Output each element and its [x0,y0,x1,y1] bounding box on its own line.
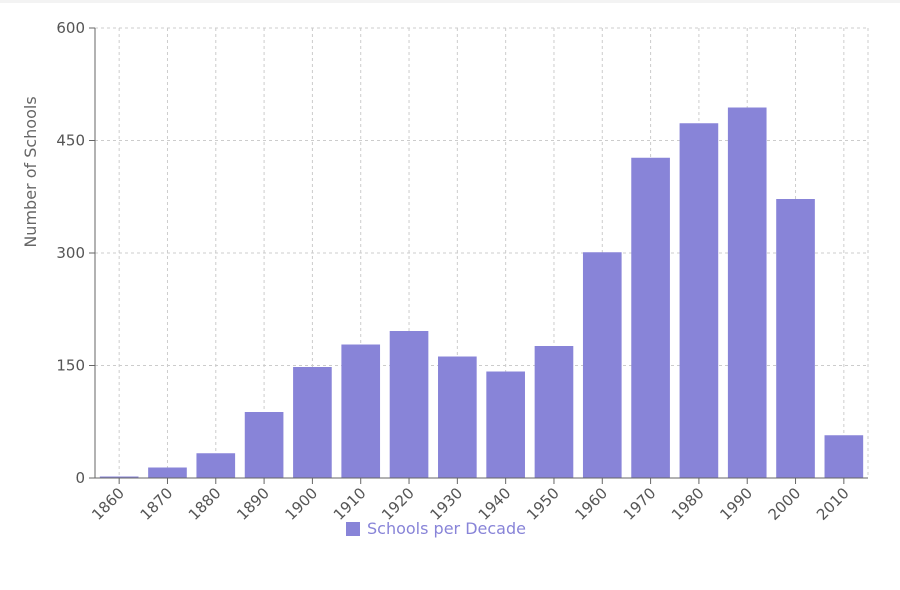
x-tick-label: 1920 [378,484,418,524]
x-tick-label: 1910 [330,484,370,524]
y-tick-label: 150 [56,357,85,375]
bar-1910[interactable] [341,344,381,479]
x-tick-label: 1930 [426,484,466,524]
x-axis-ticks: 1860 1870 1880 1890 1900 1910 1920 1930 1940 1950… [88,478,853,524]
bar-1890[interactable] [244,412,284,478]
bar-1960[interactable] [582,252,622,478]
x-tick-label: 1890 [233,484,273,524]
y-axis-ticks: 0 150 300 450 600 [56,19,95,487]
bars [99,107,864,479]
bar-1870[interactable] [148,467,187,479]
y-tick-label: 450 [56,132,85,150]
x-tick-label: 1900 [282,484,322,524]
y-tick-label: 300 [56,244,85,262]
bar-1920[interactable] [389,331,429,478]
x-tick-label: 1960 [571,484,611,524]
x-tick-label: 1940 [475,484,515,524]
bar-1900[interactable] [293,367,332,478]
x-tick-label: 2000 [765,484,805,524]
y-axis-title: Number of Schools [21,96,40,247]
x-tick-label: 1870 [137,484,177,524]
x-tick-label: 1990 [716,484,756,524]
bar-1940[interactable] [486,371,525,479]
bar-1950[interactable] [534,346,574,478]
bar-1860[interactable] [99,476,139,479]
y-tick-label: 600 [56,19,85,37]
top-divider [0,0,900,3]
bar-1990[interactable] [727,107,767,479]
x-tick-label: 1860 [88,484,128,524]
bar-1970[interactable] [631,157,670,478]
bar-2000[interactable] [776,199,815,478]
bar-1930[interactable] [438,356,477,479]
bar-1880[interactable] [196,453,236,478]
bar-1980[interactable] [679,123,719,478]
legend-label: Schools per Decade [367,519,526,538]
legend-swatch [346,521,360,536]
x-tick-label: 1950 [523,484,563,524]
x-tick-label: 1880 [185,484,225,524]
legend[interactable]: Schools per Decade [346,519,526,538]
x-tick-label: 2010 [813,484,853,524]
y-tick-label: 0 [75,469,85,487]
x-tick-label: 1980 [668,484,708,524]
bar-2010[interactable] [824,435,864,478]
x-tick-label: 1970 [620,484,660,524]
